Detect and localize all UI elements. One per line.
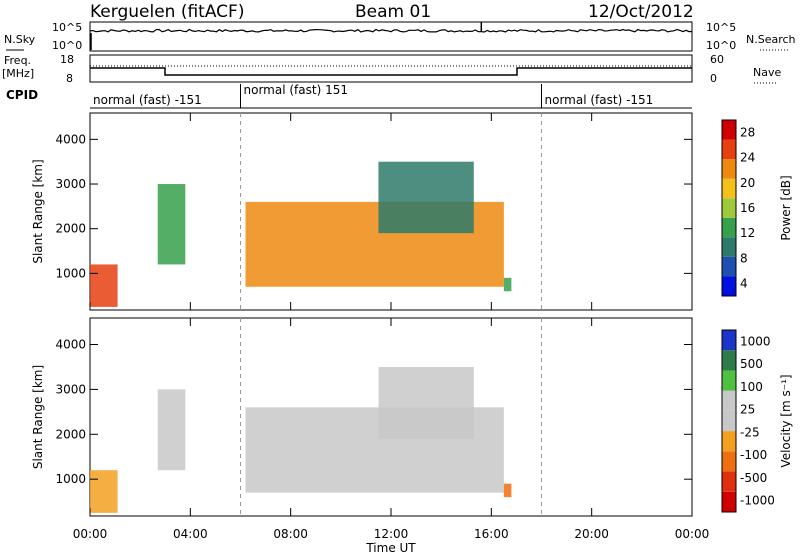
freq-tick-bottom: 8 <box>66 72 73 85</box>
nsky-tick-bottom: 10^0 <box>52 39 82 52</box>
colorbar-frame <box>721 119 737 297</box>
scatter-region <box>378 161 474 234</box>
x-tick-label: 00:00 <box>73 527 108 541</box>
scatter-region <box>90 264 118 307</box>
colorbar-frame <box>721 329 737 513</box>
colorbar-segment <box>722 139 736 160</box>
freq-tick-top: 18 <box>60 53 74 66</box>
y-tick-label: 2000 <box>55 427 86 441</box>
freq-label: Freq. <box>4 54 31 67</box>
colorbar-tick-label: 1000 <box>740 334 771 348</box>
y-axis-label: Slant Range [km] <box>31 365 45 469</box>
scatter-region <box>157 389 186 471</box>
scatter-region <box>378 366 474 439</box>
colorbar-segment <box>722 410 736 432</box>
colorbar-tick-label: 8 <box>740 251 748 265</box>
y-tick-label: 3000 <box>55 382 86 396</box>
station-title: Kerguelen (fitACF) <box>90 2 244 22</box>
colorbar-segment <box>722 217 736 238</box>
nsearch-tick-top: 10^5 <box>706 21 736 34</box>
colorbar-segment <box>722 256 736 277</box>
colorbar-segment <box>722 370 736 391</box>
colorbar-segment <box>722 330 736 351</box>
nsky-tick-top: 10^5 <box>52 21 82 34</box>
x-tick-label: 04:00 <box>173 527 208 541</box>
x-tick-label: 12:00 <box>374 527 409 541</box>
y-tick-label: 3000 <box>55 177 86 191</box>
nave-tick-bottom: 0 <box>710 72 717 85</box>
cpid-segment-label: normal (fast) -151 <box>93 93 202 107</box>
colorbar-tick-label: 25 <box>740 403 755 417</box>
velocity-panel: 1000 2000 3000 4000 Slant Range [km] <box>31 317 693 517</box>
colorbar-segment <box>722 390 736 411</box>
colorbar-segment <box>722 237 736 257</box>
colorbar-segment <box>722 178 736 199</box>
colorbar-tick-label: 16 <box>740 201 755 215</box>
scatter-region <box>90 470 118 513</box>
time-axis: 00:00 04:00 08:00 12:00 16:00 20:00 00:00 <box>73 527 710 541</box>
colorbar-segment <box>722 471 736 492</box>
nsearch-label: N.Search <box>746 33 796 46</box>
colorbar-tick-label: -100 <box>740 448 767 462</box>
y-tick-label: 4000 <box>55 132 86 146</box>
x-axis-label: Time UT <box>365 541 416 554</box>
cpid-segments: normal (fast) -151 normal (fast) 151 norma… <box>93 83 653 108</box>
y-tick-label: 4000 <box>55 337 86 351</box>
colorbar-tick-label: 100 <box>740 380 763 394</box>
y-tick-label: 1000 <box>55 266 86 280</box>
nsky-trace <box>89 22 693 50</box>
nave-tick-top: 60 <box>710 53 724 66</box>
cpid-segment-label: normal (fast) 151 <box>244 83 348 97</box>
nsky-panel-frame <box>89 21 693 52</box>
colorbar-tick-label: 12 <box>740 226 755 240</box>
scatter-region <box>503 483 512 498</box>
colorbar-segment <box>722 451 736 472</box>
cpid-segment-label: normal (fast) -151 <box>545 93 654 107</box>
colorbar-segment <box>722 431 736 452</box>
freq-trace <box>90 67 692 76</box>
power-panel: 1000 2000 3000 4000 Slant Range [km] <box>31 112 693 311</box>
colorbar-tick-label: -1000 <box>740 494 775 508</box>
nsearch-tick-bottom: 10^0 <box>706 39 736 52</box>
colorbar-tick-label: 24 <box>740 151 755 165</box>
colorbar-label: Power [dB] <box>779 175 793 240</box>
x-tick-label: 20:00 <box>574 527 609 541</box>
x-tick-label: 16:00 <box>474 527 509 541</box>
y-axis-label: Slant Range [km] <box>31 159 45 263</box>
x-tick-label: 00:00 <box>675 527 710 541</box>
colorbar-segment <box>722 350 736 371</box>
colorbar-tick-label: 4 <box>740 276 748 290</box>
colorbar-tick-label: -25 <box>740 425 760 439</box>
colorbar-segment <box>722 120 736 140</box>
beam-title: Beam 01 <box>355 2 431 22</box>
colorbar-tick-label: 28 <box>740 126 755 140</box>
power-colorbar: 28 24 20 16 12 8 4 Power [dB] <box>721 119 793 297</box>
y-tick-label: 1000 <box>55 472 86 486</box>
nsky-label: N.Sky <box>4 33 36 46</box>
colorbar-tick-label: 500 <box>740 357 763 371</box>
velocity-colorbar: 1000 500 100 25 -25 -100 -500 -1000 Velocity [m … <box>721 329 793 513</box>
colorbar-tick-label: 20 <box>740 176 755 190</box>
y-tick-label: 2000 <box>55 222 86 236</box>
colorbar-segment <box>722 491 736 512</box>
date-title: 12/Oct/2012 <box>588 2 694 22</box>
colorbar-tick-label: -500 <box>740 471 767 485</box>
colorbar-segment <box>722 198 736 218</box>
x-tick-label: 08:00 <box>273 527 308 541</box>
scatter-region <box>157 184 186 265</box>
colorbar-segment <box>722 159 736 179</box>
colorbar-label: Velocity [m s⁻¹] <box>779 374 793 467</box>
cpid-label: CPID <box>6 88 38 102</box>
freq-unit-label: [MHz] <box>2 67 34 80</box>
colorbar-segment <box>722 276 736 296</box>
nave-label: Nave <box>753 66 781 79</box>
scatter-region <box>503 277 512 292</box>
nsky-line <box>89 28 693 33</box>
